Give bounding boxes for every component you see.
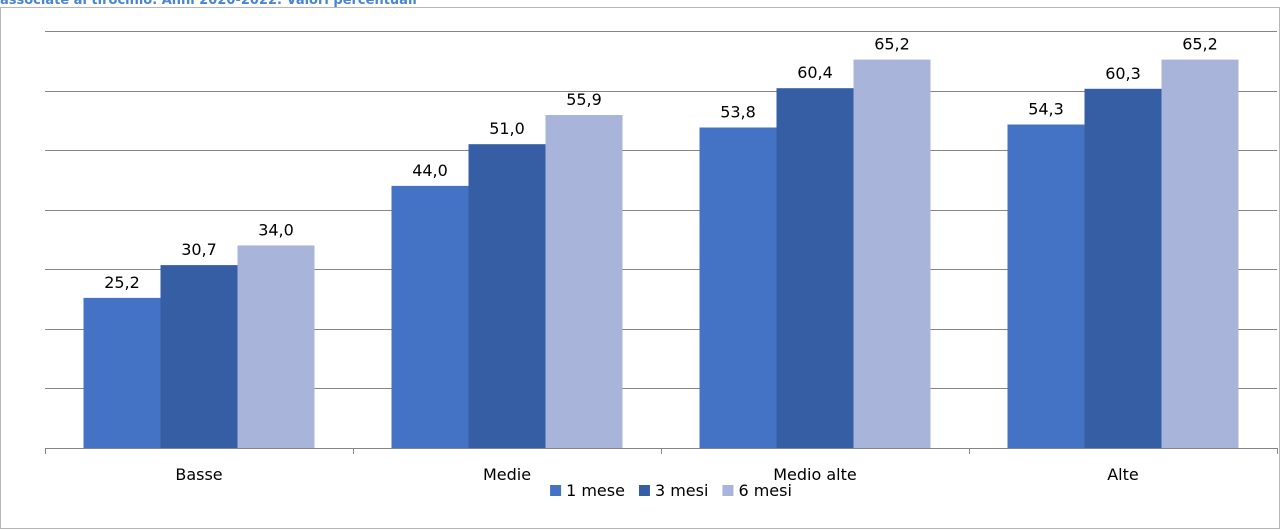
chart-caption: associate al tirocinio. Anni 2020-2022. … bbox=[0, 0, 417, 8]
bar bbox=[160, 265, 238, 448]
category-label: Alte bbox=[1107, 465, 1139, 484]
legend-label: 1 mese bbox=[566, 481, 625, 500]
bar bbox=[83, 297, 161, 448]
bar-value-label: 55,9 bbox=[566, 90, 602, 109]
category-label: Medie bbox=[483, 465, 531, 484]
legend-label: 3 mesi bbox=[655, 481, 708, 500]
bar-labels: 25,2 30,7 34,0 44,0 51,0 55,9 53,8 60,4 65,2 54,3… bbox=[104, 35, 1218, 292]
bar bbox=[468, 144, 546, 448]
chart-area: 25,2 30,7 34,0 44,0 51,0 55,9 53,8 60,4 65,2 54,3… bbox=[0, 7, 1280, 529]
legend-swatch bbox=[722, 485, 734, 496]
bar-chart: 25,2 30,7 34,0 44,0 51,0 55,9 53,8 60,4 65,2 54,3… bbox=[45, 31, 1278, 500]
legend-swatch bbox=[550, 485, 562, 496]
bar-value-label: 25,2 bbox=[104, 273, 140, 292]
bar-value-label: 65,2 bbox=[874, 35, 910, 54]
bar bbox=[699, 127, 777, 449]
bar bbox=[391, 185, 469, 448]
category-labels: Basse Medie Medio alte Alte bbox=[175, 465, 1138, 484]
category-label: Basse bbox=[175, 465, 222, 484]
bar-value-label: 30,7 bbox=[181, 240, 217, 259]
bar-value-label: 54,3 bbox=[1028, 100, 1064, 119]
bar-value-label: 60,4 bbox=[797, 63, 833, 82]
bar bbox=[1007, 124, 1085, 448]
bar-value-label: 34,0 bbox=[258, 220, 294, 239]
legend-swatch bbox=[638, 485, 650, 496]
bar-value-label: 60,3 bbox=[1105, 64, 1141, 83]
bar bbox=[776, 88, 854, 448]
legend: 1 mese 3 mesi 6 mesi bbox=[550, 481, 792, 500]
x-axis bbox=[45, 448, 1278, 454]
bar-value-label: 44,0 bbox=[412, 161, 448, 180]
bars bbox=[83, 59, 1239, 449]
bar bbox=[237, 245, 315, 448]
bar-value-label: 65,2 bbox=[1182, 35, 1218, 54]
bar bbox=[853, 59, 931, 448]
category-label: Medio alte bbox=[773, 465, 857, 484]
bar bbox=[1161, 59, 1239, 448]
bar-value-label: 51,0 bbox=[489, 119, 525, 138]
bar-value-label: 53,8 bbox=[720, 103, 756, 122]
legend-label: 6 mesi bbox=[738, 481, 791, 500]
bar bbox=[545, 114, 623, 448]
bar bbox=[1084, 88, 1162, 448]
